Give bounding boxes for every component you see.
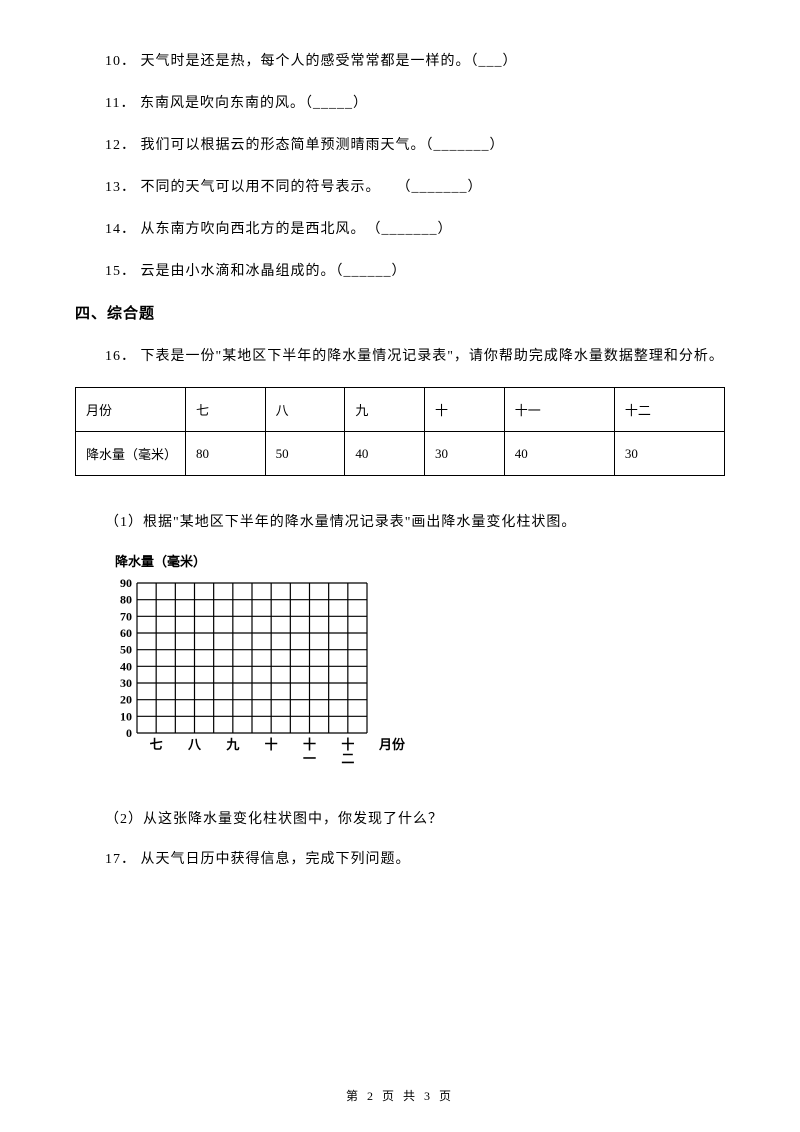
table-cell: 50: [265, 432, 345, 476]
question-text: 东南风是吹向东南的风。（_____）: [140, 96, 368, 111]
svg-text:40: 40: [120, 659, 132, 673]
question-number: 14．: [105, 222, 136, 237]
question-number: 13．: [105, 180, 136, 195]
table-cell: 九: [345, 388, 425, 432]
svg-text:九: 九: [225, 737, 239, 752]
question-text: 天气时是还是热，每个人的感受常常都是一样的。（___）: [141, 54, 518, 69]
precipitation-chart: 90 80 70 60 50 40 30 20 10 0 七 八 九 十 十一十二 月份: [105, 578, 425, 778]
svg-text:70: 70: [120, 609, 132, 623]
question-number: 12．: [105, 138, 136, 153]
question-text: 从天气日历中获得信息，完成下列问题。: [141, 852, 411, 867]
page-footer: 第 2 页 共 3 页: [0, 1087, 800, 1104]
svg-text:10: 10: [120, 709, 132, 723]
question-15: 15． 云是由小水滴和冰晶组成的。（______）: [75, 260, 725, 280]
question-text: 云是由小水滴和冰晶组成的。（______）: [141, 264, 407, 279]
table-cell: 十二: [614, 388, 724, 432]
table-row-months: 月份 七 八 九 十 十一 十二: [76, 388, 725, 432]
svg-text:七: 七: [150, 737, 163, 752]
question-text: 下表是一份"某地区下半年的降水量情况记录表"，请你帮助完成降水量数据整理和分析。: [141, 349, 724, 364]
table-cell: 40: [504, 432, 614, 476]
svg-text:30: 30: [120, 676, 132, 690]
svg-text:60: 60: [120, 626, 132, 640]
question-number: 16．: [105, 349, 136, 364]
svg-text:月份: 月份: [378, 737, 406, 752]
chart-y-axis-title: 降水量（毫米）: [105, 551, 725, 570]
precipitation-table: 月份 七 八 九 十 十一 十二 降水量（毫米） 80 50 40 30 40 …: [75, 387, 725, 476]
sub-question-2: （2）从这张降水量变化柱状图中，你发现了什么？: [75, 808, 725, 828]
question-13: 13． 不同的天气可以用不同的符号表示。 （_______）: [75, 176, 725, 196]
question-number: 11．: [105, 96, 135, 111]
question-number: 10．: [105, 54, 136, 69]
svg-text:十: 十: [265, 737, 278, 752]
svg-text:20: 20: [120, 693, 132, 707]
table-cell: 30: [425, 432, 505, 476]
question-text: 从东南方吹向西北方的是西北风。 （_______）: [141, 222, 453, 237]
question-text: 我们可以根据云的形态简单预测晴雨天气。（_______）: [141, 138, 505, 153]
svg-text:0: 0: [126, 726, 132, 740]
table-cell: 七: [186, 388, 266, 432]
table-cell: 80: [186, 432, 266, 476]
section-4-title: 四、综合题: [75, 302, 725, 323]
table-row-values: 降水量（毫米） 80 50 40 30 40 30: [76, 432, 725, 476]
table-cell: 八: [265, 388, 345, 432]
sub-question-1: （1）根据"某地区下半年的降水量情况记录表"画出降水量变化柱状图。: [75, 511, 725, 531]
table-cell: 降水量（毫米）: [76, 432, 186, 476]
table-cell: 月份: [76, 388, 186, 432]
question-number: 17．: [105, 852, 136, 867]
question-12: 12． 我们可以根据云的形态简单预测晴雨天气。（_______）: [75, 134, 725, 154]
question-14: 14． 从东南方吹向西北方的是西北风。 （_______）: [75, 218, 725, 238]
question-17: 17． 从天气日历中获得信息，完成下列问题。: [75, 848, 725, 868]
question-11: 11． 东南风是吹向东南的风。（_____）: [75, 92, 725, 112]
svg-text:50: 50: [120, 643, 132, 657]
question-text: 不同的天气可以用不同的符号表示。 （_______）: [141, 180, 483, 195]
table-cell: 40: [345, 432, 425, 476]
svg-text:80: 80: [120, 593, 132, 607]
table-cell: 30: [614, 432, 724, 476]
table-cell: 十一: [504, 388, 614, 432]
svg-text:八: 八: [187, 737, 202, 752]
bar-chart-container: 降水量（毫米） 90 80 70 60 50 40 30 20 10 0 七 八 九 十 十一十二 月份: [75, 551, 725, 778]
svg-text:十二: 十二: [341, 737, 354, 766]
question-16: 16． 下表是一份"某地区下半年的降水量情况记录表"，请你帮助完成降水量数据整理…: [75, 345, 725, 365]
table-cell: 十: [425, 388, 505, 432]
svg-text:十一: 十一: [303, 737, 316, 766]
question-10: 10． 天气时是还是热，每个人的感受常常都是一样的。（___）: [75, 50, 725, 70]
svg-text:90: 90: [120, 578, 132, 590]
question-number: 15．: [105, 264, 136, 279]
